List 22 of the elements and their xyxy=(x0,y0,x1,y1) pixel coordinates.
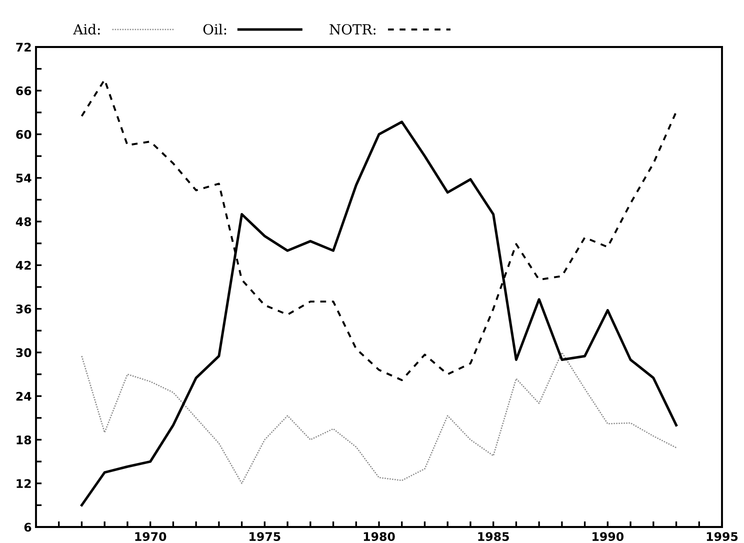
x-tick-label: 1975 xyxy=(250,532,280,541)
y-tick-label: 30 xyxy=(16,348,32,358)
x-tick-label: 1995 xyxy=(706,532,738,541)
y-tick-label: 12 xyxy=(16,479,31,488)
legend-label: NOTR: xyxy=(330,24,376,35)
x-tick-label: 1985 xyxy=(478,532,509,541)
y-tick-label: 66 xyxy=(16,86,32,96)
y-tick-label: 18 xyxy=(16,435,32,444)
y-tick-label: 72 xyxy=(16,42,31,52)
y-tick-label: 42 xyxy=(16,260,31,270)
y-tick-label: 48 xyxy=(16,217,32,226)
y-tick-label: 24 xyxy=(16,392,32,401)
y-tick-label: 6 xyxy=(24,522,32,532)
y-tick-label: 36 xyxy=(16,304,32,314)
line-series xyxy=(81,352,677,484)
y-tick-label: 54 xyxy=(16,174,32,183)
legend-label: Oil: xyxy=(203,24,226,35)
y-tick-label: 60 xyxy=(16,130,32,139)
x-tick-label: 1990 xyxy=(592,532,624,541)
x-tick-label: 1970 xyxy=(135,532,166,541)
legend-label: Aid: xyxy=(73,24,100,35)
x-tick-label: 1980 xyxy=(364,532,395,541)
